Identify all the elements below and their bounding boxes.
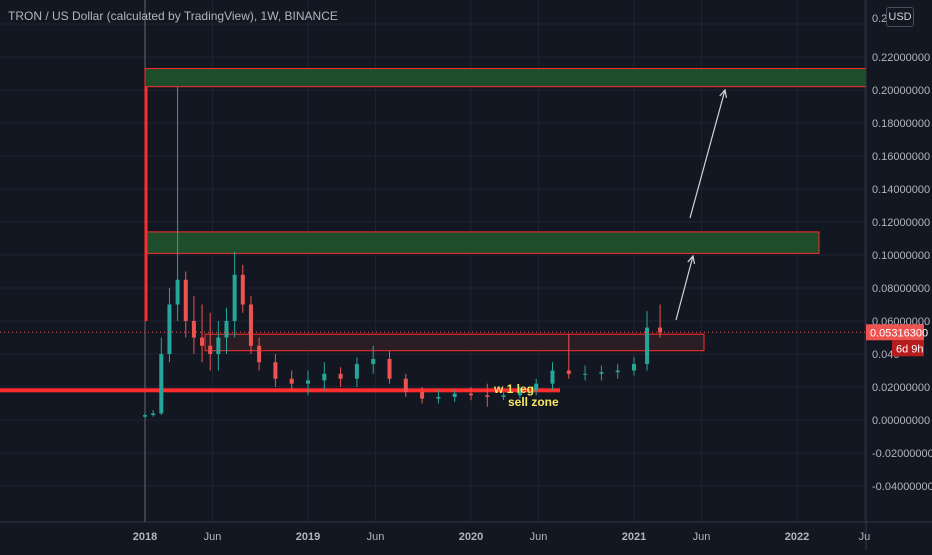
candle-body [354, 363, 359, 379]
candle-body [566, 370, 571, 374]
candle-body [167, 304, 172, 354]
countdown-label: 6d 9h [896, 343, 924, 355]
candle-body [224, 321, 229, 338]
price-tick-label: -0.04000000 [872, 481, 932, 493]
candle-body [632, 363, 636, 371]
candle-body [403, 378, 408, 392]
chart-grid [0, 0, 866, 522]
price-tick-label: 0.12000000 [872, 217, 930, 229]
annotation-sell-zone: sell zone [508, 395, 559, 409]
candle-body [501, 395, 506, 397]
price-tick-label: 0.22000000 [872, 52, 930, 64]
candle-body [420, 391, 425, 399]
currency-button[interactable]: USD [886, 7, 914, 27]
candle-body [151, 413, 156, 416]
last-price-badge[interactable] [866, 324, 924, 341]
candle-body [583, 373, 588, 375]
candle-body [191, 321, 196, 338]
price-tick-label: 0.02000000 [872, 382, 930, 394]
price-tick-label: 0.00000000 [872, 415, 930, 427]
candle-body [452, 393, 457, 397]
candle-body [306, 380, 310, 384]
candle-body [645, 327, 650, 364]
candle-body [371, 358, 376, 364]
candle-body [469, 393, 473, 396]
price-tick-label: 0.14000000 [872, 184, 930, 196]
candle-body [485, 395, 490, 397]
price-tick-label: 0.08000000 [872, 283, 930, 295]
price-tick-label: 0.10000000 [872, 250, 930, 262]
time-tick-label: 2019 [296, 531, 320, 543]
price-tick-label: 0.20000000 [872, 85, 930, 97]
candle-body [216, 337, 221, 354]
price-tick-label: 0.2 [872, 13, 887, 25]
candles-layer [143, 86, 663, 419]
support-line [0, 388, 560, 393]
time-tick-label: Ju [859, 531, 871, 543]
zones-layer [144, 68, 867, 352]
time-tick-label: 2020 [459, 531, 483, 543]
arrow-head [687, 254, 696, 264]
arrow-head [719, 88, 728, 98]
candle-body [322, 373, 327, 381]
price-tick-label: 0.16000000 [872, 151, 930, 163]
candle-body [200, 337, 205, 346]
price-tick-label: -0.02000000 [872, 448, 932, 460]
chart-title: TRON / US Dollar (calculated by TradingV… [8, 9, 338, 23]
candle-body [208, 345, 213, 354]
candle-body [658, 327, 663, 333]
zone-rect [146, 231, 820, 254]
time-axis[interactable]: 2018 Jun 2019 Jun 2020 Jun 2021 Jun 2022 Ju [0, 521, 932, 543]
candle-body [240, 274, 245, 305]
time-tick-label: Jun [530, 531, 548, 543]
candle-body [273, 362, 278, 379]
arrow-line [689, 89, 726, 219]
time-tick-label: 2022 [785, 531, 809, 543]
countdown-badge [892, 340, 924, 357]
candle-body [232, 274, 237, 321]
candle-body [175, 279, 180, 305]
drawings-layer [0, 88, 866, 333]
candle-body [517, 390, 522, 396]
candle-body [387, 358, 392, 379]
price-tick-label: 0.18000000 [872, 118, 930, 130]
time-tick-label: Jun [367, 531, 385, 543]
candle-body [257, 345, 262, 363]
zone-rect [204, 333, 705, 352]
candle-body [338, 373, 343, 379]
zone-rect [144, 68, 867, 88]
time-tick-label: 2021 [622, 531, 646, 543]
candle-body [599, 372, 604, 374]
candle-body [534, 383, 539, 391]
price-axis[interactable]: 0.22000000 0.20000000 0.18000000 0.16000000… [865, 0, 932, 550]
candle-body [436, 396, 441, 399]
time-tick-label: 2018 [133, 531, 157, 543]
arrow-line [675, 255, 694, 321]
candle-body [550, 370, 555, 384]
candle-body [183, 279, 188, 321]
candle-body [159, 354, 164, 414]
support-line-layer [0, 388, 560, 393]
time-tick-label: Jun [204, 531, 222, 543]
candle-body [615, 370, 620, 373]
last-price-label: 0.05316300 [870, 327, 928, 339]
candle-body [248, 304, 253, 346]
annotation-leg: w 1 leg [493, 382, 534, 396]
candle-body [143, 415, 147, 417]
candle-body [289, 378, 294, 384]
time-tick-label: Jun [693, 531, 711, 543]
